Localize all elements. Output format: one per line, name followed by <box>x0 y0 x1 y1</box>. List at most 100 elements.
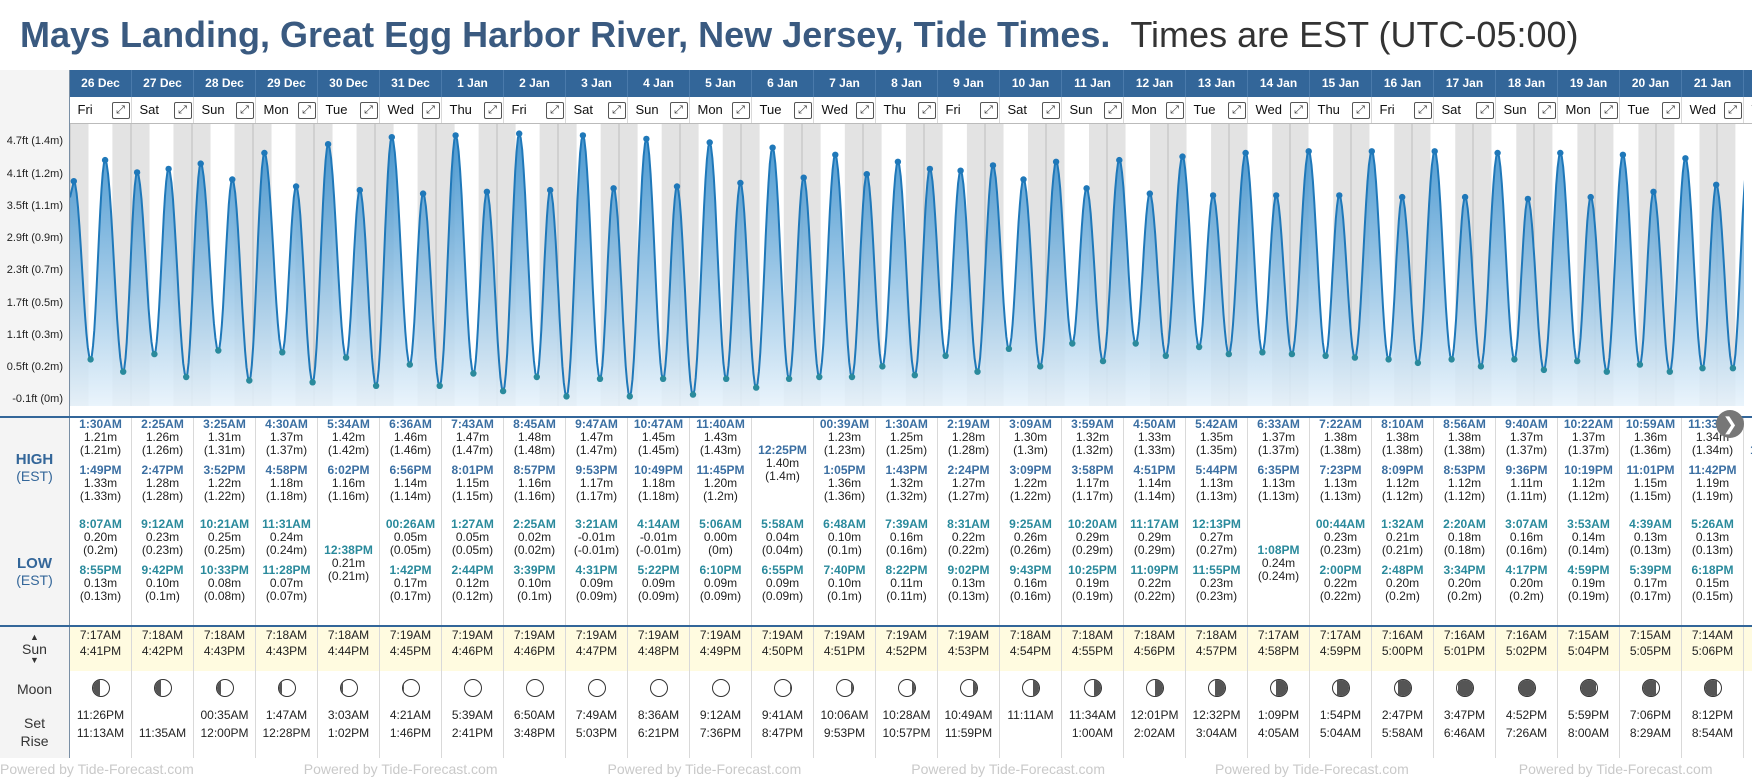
low-tide-event: 2:44PM 0.12m (0.12m) <box>443 563 504 603</box>
expand-icon[interactable]: ⤢ <box>731 102 750 120</box>
weekday-name: Sun <box>1503 101 1527 117</box>
low-tide-point <box>120 368 127 375</box>
tide-height: 0.13m <box>1633 529 1668 544</box>
high-tide-cell: 9:47AM 1.47m (1.47m) 9:53PM 1.17m (1.17m) <box>565 416 628 518</box>
expand-icon[interactable]: ⤢ <box>979 102 998 120</box>
tide-height-alt: (1.35m) <box>1195 443 1238 458</box>
low-tide-cell: 5:26AM 0.13m (0.13m) 6:18PM 0.15m (0.15m) <box>1681 517 1744 627</box>
high-tide-point <box>894 158 902 165</box>
high-tide-cell: 7:22AM 1.38m (1.38m) 7:23PM 1.13m (1.13m) <box>1309 416 1372 518</box>
high-tide-event: 4:50AM 1.33m (1.33m) <box>1125 419 1186 457</box>
tide-height: 0.20m <box>1447 575 1482 590</box>
high-tz-label: (EST) <box>16 468 53 485</box>
expand-icon[interactable]: ⤢ <box>111 102 130 120</box>
expand-icon[interactable]: ⤢ <box>297 102 316 120</box>
date-cell: 6 Jan <box>751 70 814 97</box>
high-tide-cell: 3:09AM 1.30m (1.3m) 3:09PM 1.22m (1.22m) <box>999 416 1062 518</box>
tide-height: 0.15m <box>1744 531 1752 544</box>
weekday-cell: Sun ⤢ <box>1061 96 1124 124</box>
moonrise-time: 2:41PM <box>451 726 494 741</box>
tide-height-alt: (1.46m) <box>389 443 432 458</box>
sun-cell: 7:16AM 5:01PM <box>1433 625 1496 671</box>
moon-cell <box>1247 670 1310 707</box>
expand-icon[interactable]: ⤢ <box>1599 102 1618 120</box>
sunrise-time: 7:17AM <box>1257 628 1300 643</box>
next-page-button[interactable]: ❯ <box>1716 410 1744 438</box>
tide-height: 1.32m <box>889 476 924 491</box>
low-tide-point <box>533 373 540 381</box>
tide-height-alt: (0.22m) <box>1133 588 1176 603</box>
expand-icon[interactable]: ⤢ <box>421 102 440 120</box>
tide-height-alt: (-0.01m) <box>573 542 620 557</box>
weekday-name: Mon <box>1565 101 1591 117</box>
expand-icon[interactable]: ⤢ <box>359 102 378 120</box>
tide-time: 5:42AM <box>1195 417 1238 432</box>
low-tide-cell: 6:15AM0.15m(0.15m) 6:57PM0.13m(0.13m) <box>1743 517 1752 627</box>
tide-height: 0.29m <box>1075 529 1110 544</box>
moon-set-rise-cell: 9:41AM 8:47PM <box>751 706 814 758</box>
expand-icon[interactable]: ⤢ <box>1289 102 1308 120</box>
high-tide-point <box>643 135 650 142</box>
tide-height: 1.47m <box>455 430 490 445</box>
low-tide-row: LOW (EST) 8:07AM 0.20m (0.2m) 8:55PM 0.13m (0… <box>0 517 1752 627</box>
expand-icon[interactable]: ⤢ <box>1537 102 1556 120</box>
weekday-name: Sat <box>1441 101 1462 117</box>
high-tide-point <box>1494 149 1501 157</box>
expand-icon[interactable]: ⤢ <box>669 102 688 120</box>
low-tide-event: 9:02PM 0.13m (0.13m) <box>939 563 1000 603</box>
low-tide-cell: 4:39AM 0.13m (0.13m) 5:39PM 0.17m (0.17m) <box>1619 517 1682 627</box>
tide-height: 1.17m <box>1075 476 1110 491</box>
tide-height: 0.21m <box>1385 529 1420 544</box>
moon-set-rise-cell: 10:06AM 9:53PM <box>813 706 876 758</box>
expand-icon[interactable]: ⤢ <box>1041 102 1060 120</box>
expand-icon[interactable]: ⤢ <box>235 102 254 120</box>
y-axis-tick: 1.1ft (0.3m) <box>6 328 63 341</box>
tide-height-alt: (0.08m) <box>203 588 246 603</box>
sun-up-down-icon: ▲ <box>30 632 39 643</box>
tide-time: 8:31AM <box>947 517 990 531</box>
moon-label: Moon <box>0 670 70 707</box>
expand-icon[interactable]: ⤢ <box>1103 102 1122 120</box>
low-tide-cell: 11:31AM 0.24m (0.24m) 11:28PM 0.07m (0.07m) <box>255 517 318 627</box>
tide-height: 1.15m <box>455 476 490 491</box>
moon-set-rise-cell: 7:06PM 8:29AM <box>1619 706 1682 758</box>
expand-icon[interactable]: ⤢ <box>1723 102 1742 120</box>
sun-label-cell: ▲ Sun ▼ <box>0 625 70 671</box>
sunrise-time: 7:18AM <box>265 628 308 643</box>
tide-time: 8:56AM <box>1443 417 1486 432</box>
expand-icon[interactable]: ⤢ <box>917 102 936 120</box>
tide-height-alt: (0.1m) <box>827 588 862 603</box>
tide-time: 10:49PM <box>634 463 683 478</box>
low-tide-event: 3:39PM 0.10m (0.1m) <box>505 563 566 603</box>
expand-icon[interactable]: ⤢ <box>793 102 812 120</box>
high-tide-event: 6:02PM 1.16m (1.16m) <box>319 464 380 503</box>
tide-height-alt: (0.13m) <box>79 588 122 603</box>
expand-icon[interactable]: ⤢ <box>1351 102 1370 120</box>
high-tide-cell: 6:33AM 1.37m (1.37m) 6:35PM 1.13m (1.13m) <box>1247 416 1310 518</box>
high-tide-event: 5:42AM 1.35m (1.35m) <box>1187 417 1248 458</box>
expand-icon[interactable]: ⤢ <box>483 102 502 120</box>
expand-icon[interactable]: ⤢ <box>1227 102 1246 120</box>
low-tide-event: 5:26AM 0.13m (0.13m) <box>1683 518 1744 557</box>
moon-set-rise-cell: 12:32PM 3:04AM <box>1185 706 1248 758</box>
expand-icon[interactable]: ⤢ <box>1413 102 1432 120</box>
low-tide-point <box>1069 340 1076 347</box>
moonset-time: 9:12AM <box>699 708 742 723</box>
expand-icon[interactable]: ⤢ <box>545 102 564 120</box>
high-tide-row: HIGH (EST) 1:30AM 1.21m (1.21m) 1:49PM 1.33m… <box>0 416 1752 518</box>
low-tide-point <box>406 361 413 368</box>
sun-cell: 7:19AM 4:45PM <box>379 625 442 671</box>
tide-height: 1.13m <box>1261 476 1296 491</box>
expand-icon[interactable]: ⤢ <box>1475 102 1494 120</box>
tide-height: 0.29m <box>1137 529 1172 544</box>
weekday-name: Fri <box>1379 101 1395 117</box>
expand-icon[interactable]: ⤢ <box>607 102 626 120</box>
low-tide-point <box>563 393 570 400</box>
tide-time: 9:43PM <box>1009 562 1052 577</box>
expand-icon[interactable]: ⤢ <box>855 102 874 120</box>
sunset-time: 4:49PM <box>699 644 742 659</box>
expand-icon[interactable]: ⤢ <box>173 102 192 120</box>
expand-icon[interactable]: ⤢ <box>1165 102 1184 120</box>
moonrise-time: 12:00PM <box>200 726 249 741</box>
expand-icon[interactable]: ⤢ <box>1661 102 1680 120</box>
